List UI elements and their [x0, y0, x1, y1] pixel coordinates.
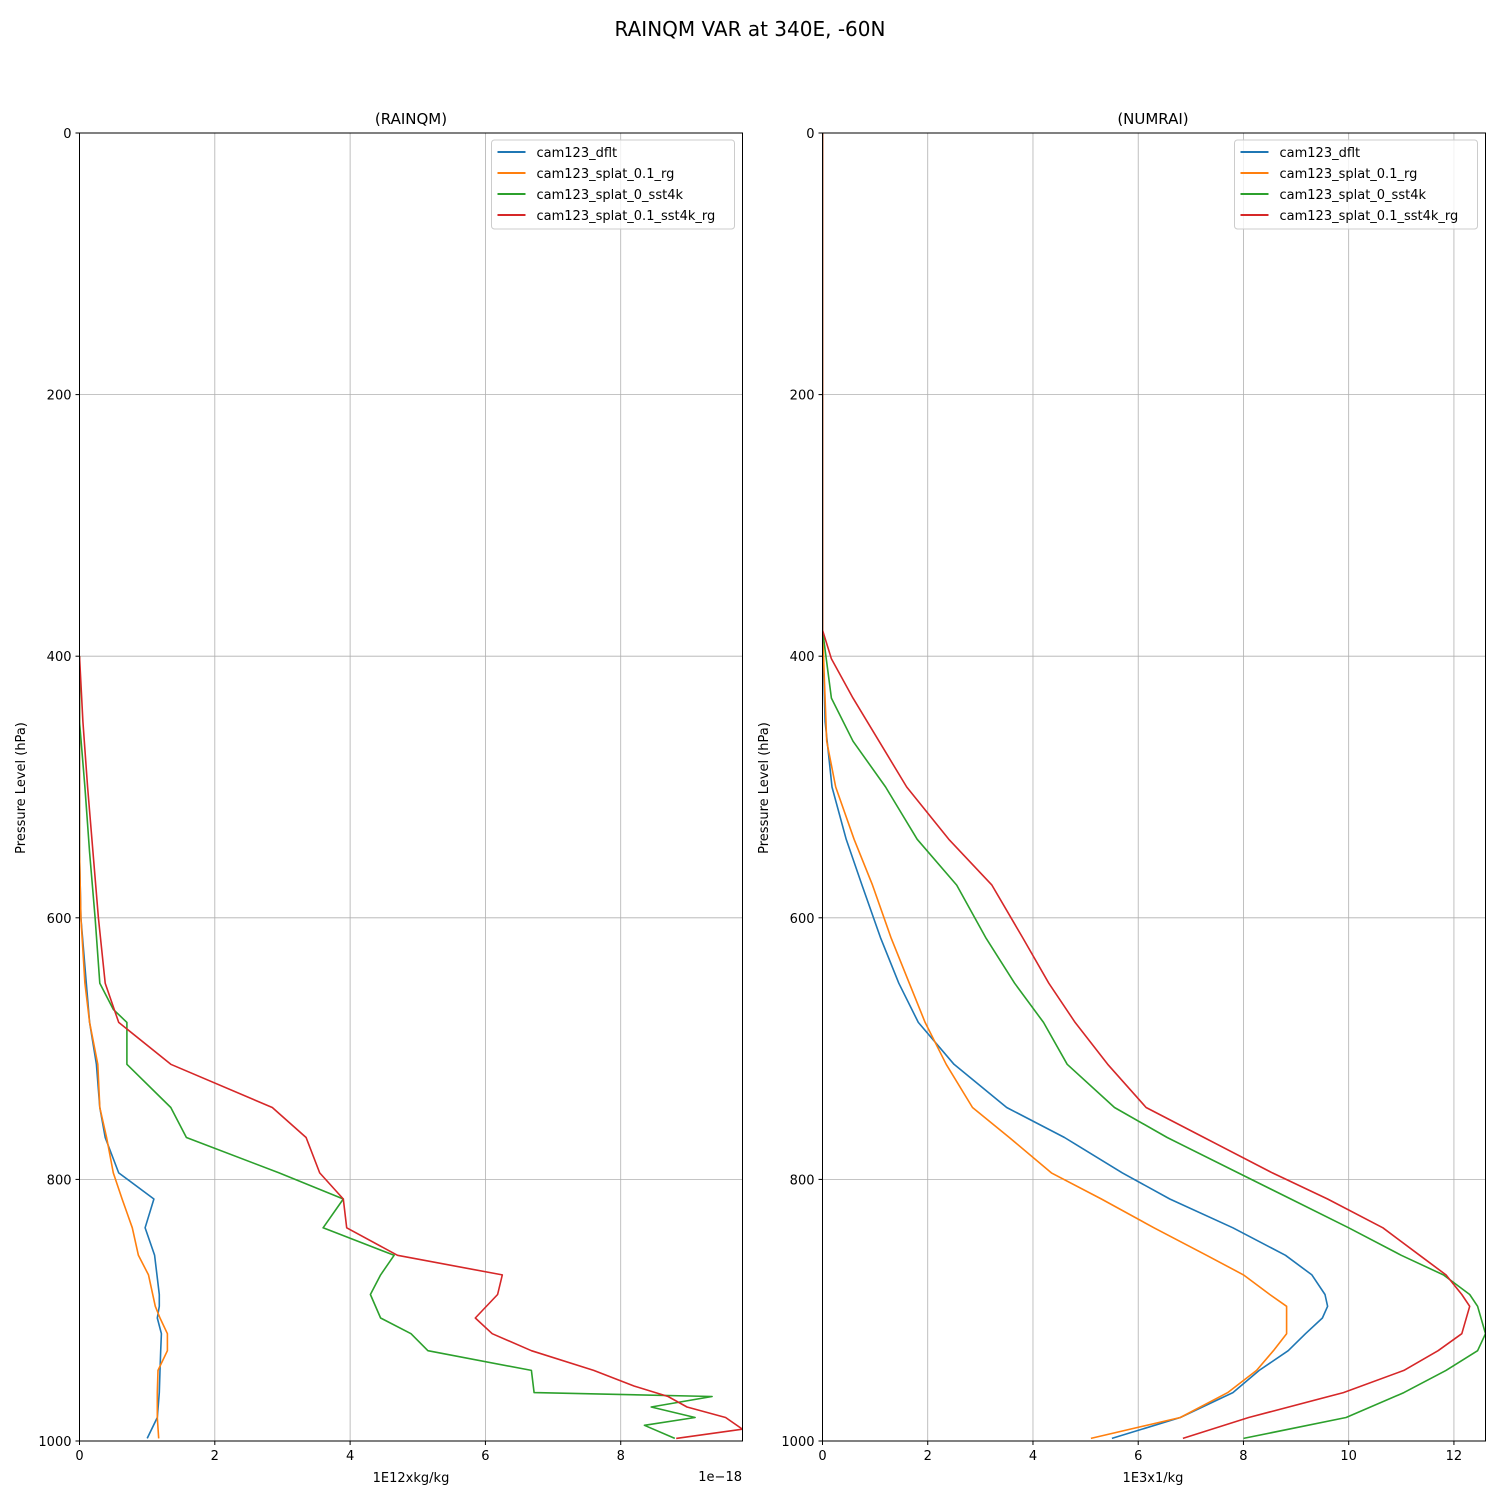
- numrai-y-tick-label: 1000: [781, 1435, 814, 1450]
- series-line-cam123-splat-0-sst4k: [79, 656, 713, 1440]
- series-line-cam123-splat-0-sst4k: [822, 133, 1486, 1440]
- numrai-x-tick-label: 2: [924, 1449, 932, 1464]
- rainqm-x-tick-label: 4: [346, 1449, 354, 1464]
- numrai-ticks: 0 2 4 6 8 10 12 0 200 400 600 800 1000: [781, 127, 1462, 1464]
- rainqm-y-tick-label: 600: [47, 912, 72, 927]
- numrai-series-lines: [822, 133, 1486, 1440]
- numrai-y-tick-label: 600: [790, 912, 815, 927]
- numrai-x-tick-label: 12: [1446, 1449, 1463, 1464]
- numrai-plot-frame: [822, 132, 1486, 1442]
- numrai-x-tick-label: 8: [1239, 1449, 1247, 1464]
- numrai-panel: (NUMRAI) 1E3x1/kg Pressure Level (hPa) 0…: [757, 110, 1486, 1486]
- numrai-legend-label: cam123_splat_0.1_sst4k_rg: [1280, 209, 1459, 224]
- rainqm-x-tick-label: 2: [211, 1449, 219, 1464]
- numrai-legend-box: [1234, 139, 1478, 230]
- numrai-legend-label: cam123_splat_0_sst4k: [1280, 188, 1427, 203]
- rainqm-y-tick-label: 400: [47, 650, 72, 665]
- rainqm-x-axis-label: 1E12xkg/kg: [373, 1471, 450, 1486]
- numrai-x-tick-label: 6: [1134, 1449, 1142, 1464]
- rainqm-ticks: 0 2 4 6 8 0 200 400 600 800 1000: [38, 127, 624, 1464]
- series-line-cam123-splat-0-1-rg: [822, 133, 1288, 1440]
- rainqm-legend-box: [491, 139, 735, 230]
- rainqm-legend-label: cam123_splat_0.1_sst4k_rg: [537, 209, 716, 224]
- rainqm-y-tick-label: 800: [47, 1173, 72, 1188]
- rainqm-x-offset-label: 1e−18: [698, 1470, 742, 1485]
- numrai-x-tick-label: 0: [818, 1449, 826, 1464]
- numrai-y-axis-label: Pressure Level (hPa): [757, 722, 772, 854]
- rainqm-x-tick-label: 0: [75, 1449, 83, 1464]
- rainqm-y-tick-label: 1000: [38, 1435, 71, 1450]
- rainqm-plot-frame: [79, 132, 743, 1442]
- numrai-y-tick-label: 200: [790, 389, 815, 404]
- rainqm-x-tick-label: 8: [617, 1449, 625, 1464]
- numrai-grid: [822, 133, 1486, 1441]
- rainqm-y-axis-label: Pressure Level (hPa): [14, 722, 29, 854]
- numrai-y-tick-label: 800: [790, 1173, 815, 1188]
- series-line-cam123-splat-0-1-sst4k-rg: [822, 133, 1471, 1440]
- rainqm-legend-label: cam123_dflt: [537, 146, 618, 161]
- rainqm-y-tick-label: 200: [47, 389, 72, 404]
- numrai-y-tick-label: 0: [806, 127, 814, 142]
- numrai-legend-label: cam123_dflt: [1280, 146, 1361, 161]
- rainqm-x-tick-label: 6: [481, 1449, 489, 1464]
- rainqm-grid: [79, 133, 743, 1441]
- series-line-cam123-splat-0-1-sst4k-rg: [79, 656, 743, 1440]
- numrai-x-axis-label: 1E3x1/kg: [1123, 1471, 1184, 1486]
- rainqm-legend-label: cam123_splat_0.1_rg: [537, 167, 675, 182]
- figure-title: RAINQM VAR at 340E, -60N: [615, 17, 886, 41]
- rainqm-panel: (RAINQM) 1E12xkg/kg Pressure Level (hPa)…: [14, 110, 743, 1486]
- rainqm-legend: cam123_dflt cam123_splat_0.1_rg cam123_spl…: [491, 139, 735, 230]
- numrai-x-tick-label: 10: [1340, 1449, 1357, 1464]
- rainqm-y-tick-label: 0: [63, 127, 71, 142]
- numrai-x-tick-label: 4: [1029, 1449, 1037, 1464]
- rainqm-panel-title: (RAINQM): [375, 110, 447, 128]
- numrai-legend: cam123_dflt cam123_splat_0.1_rg cam123_spl…: [1234, 139, 1478, 230]
- rainqm-series-lines: [79, 656, 743, 1440]
- numrai-panel-title: (NUMRAI): [1117, 110, 1188, 128]
- series-line-cam123-splat-0-1-rg: [79, 656, 169, 1439]
- rainqm-legend-label: cam123_splat_0_sst4k: [537, 188, 684, 203]
- numrai-legend-label: cam123_splat_0.1_rg: [1280, 167, 1418, 182]
- numrai-y-tick-label: 400: [790, 650, 815, 665]
